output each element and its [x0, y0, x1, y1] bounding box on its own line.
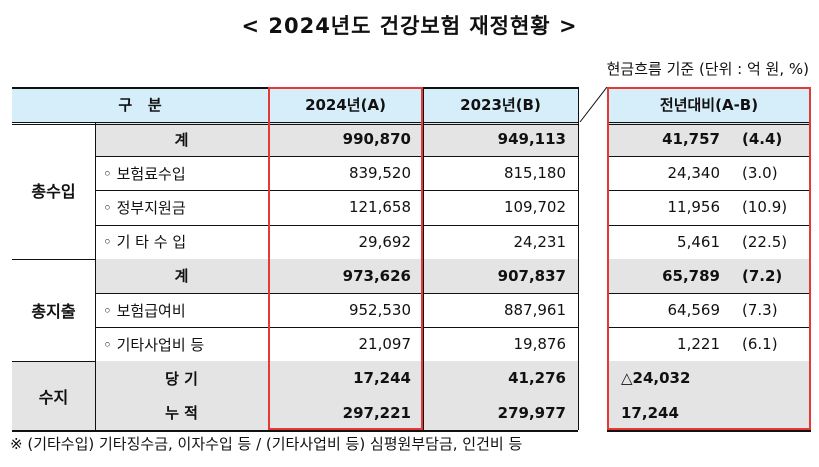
value-2023: 41,276 — [508, 369, 566, 388]
header-category: 구 분 — [118, 96, 162, 114]
table-rule — [12, 429, 578, 432]
value-2023: 24,231 — [513, 232, 567, 251]
value-2024: 29,692 — [358, 232, 412, 251]
group-name: 총수입 — [31, 182, 76, 202]
value-2023: 19,876 — [513, 335, 567, 354]
value-2024: 17,244 — [353, 369, 411, 388]
table-rule — [607, 156, 811, 158]
row-label: 당 기 — [165, 369, 198, 388]
table-rule — [607, 122, 811, 125]
diff-percent: (3.0) — [742, 164, 778, 183]
table-rule — [12, 122, 578, 125]
value-2023: 907,837 — [497, 266, 566, 285]
table-rule — [607, 190, 811, 192]
diff-value: 5,461 — [677, 232, 720, 251]
table-rule — [423, 87, 424, 430]
row-label: ◦ 보험급여비 — [103, 301, 186, 320]
total-row-bg — [607, 122, 811, 157]
table-rule — [607, 224, 811, 226]
diff-value: 64,569 — [667, 301, 721, 320]
table-rule — [578, 87, 579, 430]
value-2023: 887,961 — [503, 301, 566, 320]
row-label: 누 적 — [165, 404, 198, 423]
value-2024: 990,870 — [342, 130, 411, 149]
row-label: ◦ 기타사업비 등 — [103, 335, 205, 354]
table-rule — [95, 190, 578, 192]
table-rule — [95, 156, 578, 158]
diff-percent: (22.5) — [742, 232, 788, 251]
table-rule — [95, 327, 578, 329]
header-2024: 2024년(A) — [305, 96, 386, 114]
total-row-bg — [95, 122, 578, 157]
diff-percent: (10.9) — [742, 198, 788, 217]
value-2024: 839,520 — [348, 164, 411, 183]
value-2023: 279,977 — [497, 403, 566, 422]
diff-percent: (7.3) — [742, 301, 778, 320]
highlight-diff-column — [607, 87, 811, 430]
unit-note: 현금흐름 기준 (단위 : 억 원, %) — [606, 60, 809, 78]
row-label: ◦ 보험료수입 — [103, 164, 186, 183]
table-rule — [607, 293, 811, 294]
value-2024: 121,658 — [348, 198, 411, 217]
value-2023: 109,702 — [503, 198, 566, 217]
table-rule — [607, 429, 811, 432]
value-2023: 815,180 — [503, 164, 566, 183]
diff-value: 24,340 — [667, 164, 721, 183]
value-2024: 973,626 — [342, 266, 411, 285]
diff-value: 65,789 — [662, 266, 720, 285]
total-row-bg — [95, 395, 578, 430]
highlight-2024-column — [268, 87, 423, 430]
header-bg — [607, 87, 811, 122]
total-row-bg — [607, 361, 811, 396]
value-2024: 21,097 — [358, 335, 412, 354]
row-label: 계 — [174, 130, 189, 149]
diff-percent: (7.2) — [742, 266, 783, 285]
divider-diagonal — [579, 87, 607, 122]
table-rule — [95, 293, 578, 294]
group-name: 총지출 — [31, 302, 76, 322]
diff-value: 11,956 — [667, 198, 721, 217]
total-row-bg — [95, 361, 578, 396]
table-rule — [95, 224, 578, 226]
table-rule — [95, 122, 96, 430]
total-row-bg — [607, 258, 811, 293]
diff-value: 1,221 — [677, 335, 720, 354]
diff-percent: (6.1) — [742, 335, 778, 354]
diff-value: △24,032 — [621, 369, 691, 388]
value-2023: 949,113 — [497, 130, 566, 149]
table-rule — [607, 327, 811, 329]
diff-percent: (4.4) — [742, 130, 783, 149]
diff-value: 41,757 — [662, 130, 720, 149]
total-row-bg — [607, 395, 811, 430]
total-row-bg — [95, 258, 578, 293]
header-2023: 2023년(B) — [460, 96, 541, 114]
value-2024: 297,221 — [342, 403, 411, 422]
group-name: 수지 — [38, 387, 69, 407]
row-label: 계 — [174, 267, 189, 286]
page-title: < 2024년도 건강보험 재정현황 > — [241, 14, 578, 38]
footnote: ※ (기타수입) 기타징수금, 이자수입 등 / (기타사업비 등) 심평원부담… — [10, 435, 523, 453]
row-label: ◦ 기 타 수 입 — [103, 233, 187, 252]
row-label: ◦ 정부지원금 — [103, 198, 186, 217]
diff-value: 17,244 — [621, 403, 679, 422]
header-diff: 전년대비(A-B) — [659, 96, 759, 114]
header-bg — [12, 87, 578, 122]
value-2024: 952,530 — [348, 301, 411, 320]
